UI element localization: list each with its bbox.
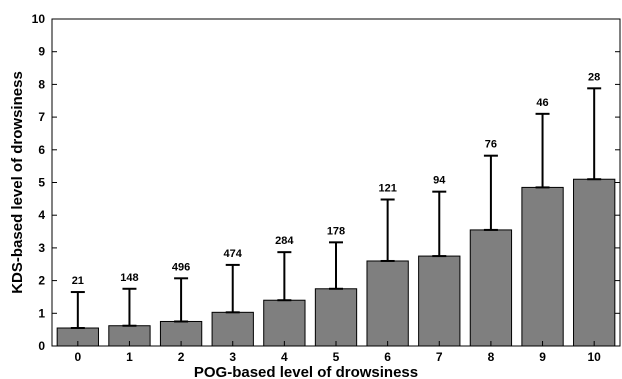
y-tick-label: 8	[38, 77, 45, 91]
y-tick-label: 1	[38, 306, 45, 320]
count-label: 94	[433, 175, 446, 187]
count-label: 28	[588, 71, 600, 83]
error-bars-layer	[70, 87, 602, 330]
x-tick-label: 10	[588, 350, 602, 364]
count-label: 474	[224, 248, 243, 260]
count-label: 496	[172, 261, 190, 273]
y-axis: 0 1 2 3 4 5 6 7 8 9 10	[32, 12, 620, 353]
count-labels-layer: 21 148 496 474 284 178 121 94 76 46 28	[72, 71, 601, 287]
count-label: 148	[120, 272, 138, 284]
y-tick-label: 0	[38, 339, 45, 353]
x-tick-label: 9	[539, 350, 546, 364]
count-label: 76	[485, 139, 497, 151]
y-tick-label: 5	[38, 176, 45, 190]
count-label: 178	[327, 225, 345, 237]
x-tick-label: 5	[333, 350, 340, 364]
y-tick-label: 7	[38, 110, 45, 124]
count-label: 121	[378, 183, 396, 195]
y-tick-label: 10	[32, 12, 46, 26]
y-tick-label: 6	[38, 143, 45, 157]
x-tick-label: 1	[126, 350, 133, 364]
count-label: 21	[72, 275, 84, 287]
y-axis-title: KDS-based level of drowsiness	[9, 71, 26, 294]
count-label: 284	[275, 235, 294, 247]
x-tick-label: 6	[384, 350, 391, 364]
x-tick-label: 0	[74, 350, 81, 364]
bar	[366, 260, 409, 347]
x-tick-label: 8	[488, 350, 495, 364]
bar	[469, 229, 513, 347]
y-tick-label: 9	[38, 45, 45, 59]
x-tick-label: 7	[436, 350, 443, 364]
x-tick-label: 3	[229, 350, 236, 364]
x-axis: 0 1 2 3 4 5 6 7 8 9 10	[74, 341, 601, 364]
y-tick-label: 3	[38, 241, 45, 255]
y-tick-label: 2	[38, 274, 45, 288]
bar	[314, 288, 358, 347]
bars-layer	[56, 178, 616, 347]
count-label: 46	[536, 97, 548, 109]
y-tick-label: 4	[38, 208, 45, 222]
bar	[211, 311, 254, 347]
bar	[521, 186, 564, 347]
x-axis-title: POG-based level of drowsiness	[194, 364, 418, 379]
bar	[573, 178, 616, 347]
bar	[418, 255, 461, 347]
x-tick-label: 2	[178, 350, 185, 364]
bar	[263, 299, 306, 347]
x-tick-label: 4	[281, 350, 288, 364]
